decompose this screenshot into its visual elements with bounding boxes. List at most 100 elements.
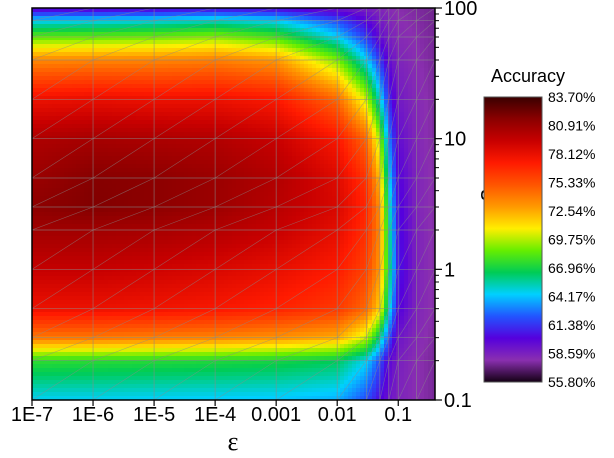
heatmap-cell: [432, 16, 435, 21]
heatmap-cell: [112, 196, 117, 201]
heatmap-cell: [196, 24, 201, 29]
heatmap-cell: [76, 124, 81, 129]
heatmap-cell: [312, 72, 317, 77]
heatmap-cell: [408, 188, 413, 193]
heatmap-cell: [252, 96, 257, 101]
heatmap-cell: [88, 28, 93, 33]
heatmap-cell: [108, 44, 113, 49]
heatmap-cell: [212, 28, 217, 33]
heatmap-cell: [276, 148, 281, 153]
heatmap-cell: [240, 200, 245, 205]
heatmap-cell: [84, 36, 89, 41]
heatmap-cell: [112, 80, 117, 85]
heatmap-cell: [248, 164, 253, 169]
heatmap-cell: [420, 156, 425, 161]
heatmap-cell: [428, 200, 433, 205]
heatmap-cell: [392, 168, 397, 173]
heatmap-cell: [412, 44, 417, 49]
heatmap-cell: [88, 148, 93, 153]
heatmap-cell: [312, 92, 317, 97]
heatmap-cell: [276, 44, 281, 49]
heatmap-cell: [48, 48, 53, 53]
heatmap-cell: [68, 180, 73, 185]
heatmap-cell: [224, 8, 229, 13]
heatmap-cell: [388, 132, 393, 137]
heatmap-cell: [88, 156, 93, 161]
heatmap-cell: [100, 12, 105, 17]
heatmap-cell: [408, 128, 413, 133]
heatmap-cell: [360, 148, 365, 153]
heatmap-cell: [356, 100, 361, 105]
heatmap-cell: [120, 168, 125, 173]
heatmap-cell: [388, 96, 393, 101]
heatmap-cell: [348, 136, 353, 141]
heatmap-cell: [268, 184, 273, 189]
heatmap-cell: [316, 20, 321, 25]
heatmap-cell: [304, 112, 309, 117]
heatmap-cell: [432, 28, 435, 33]
heatmap-cell: [380, 104, 385, 109]
heatmap-cell: [136, 76, 141, 81]
heatmap-cell: [220, 80, 225, 85]
heatmap-cell: [128, 100, 133, 105]
heatmap-cell: [400, 136, 405, 141]
heatmap-cell: [236, 88, 241, 93]
heatmap-cell: [236, 96, 241, 101]
heatmap-cell: [432, 120, 435, 125]
heatmap-cell: [392, 24, 397, 29]
heatmap-cell: [212, 184, 217, 189]
heatmap-cell: [372, 52, 377, 57]
heatmap-cell: [376, 136, 381, 141]
heatmap-cell: [348, 56, 353, 61]
heatmap-cell: [172, 108, 177, 113]
heatmap-cell: [120, 24, 125, 29]
heatmap-cell: [416, 112, 421, 117]
heatmap-cell: [132, 136, 137, 141]
heatmap-cell: [144, 140, 149, 145]
heatmap-cell: [60, 52, 65, 57]
heatmap-cell: [260, 88, 265, 93]
heatmap-cell: [300, 132, 305, 137]
heatmap-cell: [428, 92, 433, 97]
heatmap-cell: [324, 92, 329, 97]
heatmap-cell: [268, 144, 273, 149]
heatmap-cell: [344, 68, 349, 73]
heatmap-cell: [204, 100, 209, 105]
heatmap-cell: [96, 68, 101, 73]
heatmap-cell: [100, 20, 105, 25]
heatmap-cell: [248, 124, 253, 129]
heatmap-cell: [136, 200, 141, 205]
heatmap-cell: [324, 76, 329, 81]
heatmap-cell: [340, 52, 345, 57]
heatmap-cell: [388, 160, 393, 165]
heatmap-cell: [340, 140, 345, 145]
heatmap-cell: [156, 196, 161, 201]
heatmap-cell: [56, 168, 61, 173]
heatmap-cell: [156, 88, 161, 93]
heatmap-cell: [272, 20, 277, 25]
heatmap-cell: [288, 148, 293, 153]
heatmap-cell: [432, 36, 435, 41]
heatmap-cell: [296, 60, 301, 65]
heatmap-cell: [236, 44, 241, 49]
heatmap-cell: [428, 80, 433, 85]
heatmap-cell: [392, 48, 397, 53]
heatmap-cell: [40, 68, 45, 73]
heatmap-cell: [36, 20, 41, 25]
heatmap-cell: [432, 128, 435, 133]
heatmap-cell: [212, 124, 217, 129]
heatmap-cell: [176, 200, 181, 205]
heatmap-cell: [200, 56, 205, 61]
heatmap-cell: [280, 24, 285, 29]
heatmap-cell: [72, 92, 77, 97]
heatmap-cell: [376, 116, 381, 121]
heatmap-cell: [56, 200, 61, 205]
heatmap-cell: [88, 164, 93, 169]
heatmap-cell: [208, 12, 213, 17]
heatmap-cell: [44, 108, 49, 113]
heatmap-cell: [220, 36, 225, 41]
heatmap-cell: [104, 200, 109, 205]
heatmap-cell: [44, 188, 49, 193]
heatmap-cell: [404, 36, 409, 41]
heatmap-cell: [52, 68, 57, 73]
